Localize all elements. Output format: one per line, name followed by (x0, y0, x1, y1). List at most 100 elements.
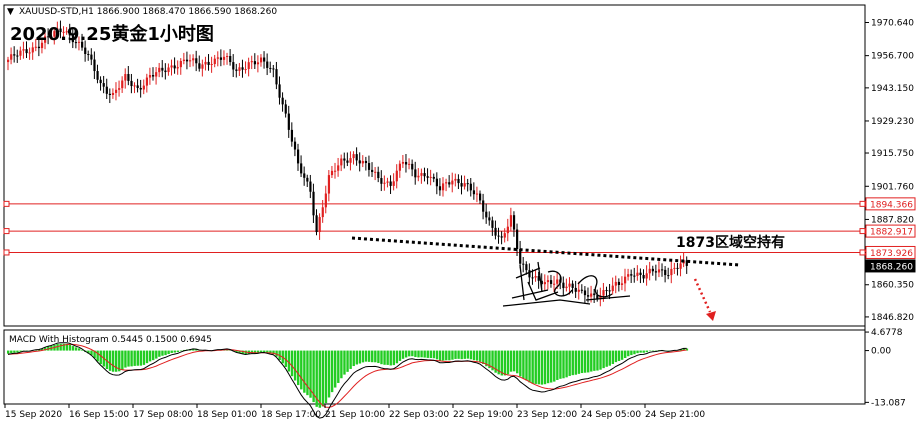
candle (71, 27, 74, 49)
macd-bar (81, 349, 84, 351)
candle (469, 178, 472, 197)
x-tick-label: 16 Sep 15:00 (69, 410, 129, 420)
macd-bar (238, 350, 241, 354)
candle (546, 275, 550, 290)
macd-bar (139, 350, 143, 366)
candle (164, 63, 167, 80)
candle (657, 261, 661, 278)
macd-bar (642, 350, 645, 353)
candle (343, 152, 346, 169)
candle (667, 267, 670, 280)
level-handle-0[interactable] (3, 200, 10, 207)
candle (340, 154, 343, 172)
candle (37, 39, 41, 57)
candle (346, 152, 349, 167)
candle (488, 211, 491, 226)
candle (161, 60, 164, 78)
candle (531, 269, 534, 285)
candle (617, 278, 621, 292)
x-tick-label: 17 Sep 08:00 (133, 410, 193, 420)
candle (272, 64, 275, 78)
macd-bar (463, 350, 466, 359)
candle (284, 99, 287, 118)
candle (642, 269, 645, 283)
candle (118, 80, 121, 97)
candle (207, 54, 210, 71)
level-handle-right-2[interactable] (859, 249, 866, 256)
candle (133, 82, 136, 94)
trendline[interactable] (351, 236, 741, 267)
macd-bar (645, 350, 648, 353)
macd-bar (491, 350, 494, 371)
candle (300, 155, 303, 177)
candle (167, 63, 170, 76)
macd-bar (300, 350, 303, 390)
macd-bar (596, 350, 599, 371)
annotation-text: 1873区域空持有 (676, 234, 785, 251)
candle (479, 190, 482, 204)
macd-bar (74, 347, 78, 351)
level-handle-right-1[interactable] (859, 228, 866, 235)
macd-bar (420, 350, 423, 358)
macd-bar (377, 350, 380, 364)
candle (441, 177, 445, 197)
candle (229, 49, 232, 66)
candle (198, 55, 201, 72)
macd-bar (438, 350, 442, 361)
macd-bar (164, 350, 167, 356)
x-tick-label: 18 Sep 01:00 (197, 410, 257, 420)
dropdown-triangle[interactable]: ▼ (7, 7, 14, 17)
macd-bar (685, 348, 689, 351)
candle (389, 175, 392, 194)
macd-bar (19, 350, 22, 352)
macd-bar (401, 350, 405, 359)
candle (522, 256, 525, 273)
x-tick-label: 18 Sep 17:00 (261, 410, 321, 420)
candle (253, 53, 256, 70)
macd-bar (374, 350, 377, 363)
macd-bar (371, 350, 374, 363)
macd-bar (259, 350, 263, 353)
candle (414, 161, 417, 185)
macd-bar (352, 350, 355, 367)
level-handle-1[interactable] (3, 228, 10, 235)
macd-bar (346, 350, 349, 372)
macd-bar (590, 350, 593, 372)
macd-bar (602, 350, 605, 369)
level-handle-2[interactable] (3, 249, 10, 256)
macd-bar (571, 350, 574, 376)
macd-bar (241, 350, 244, 354)
candle (392, 173, 395, 191)
macd-bar (296, 350, 300, 386)
level-handle-right-0[interactable] (859, 200, 866, 207)
macd-bar (411, 350, 414, 357)
candle (127, 66, 130, 86)
macd-bar (334, 350, 337, 388)
candle (139, 79, 142, 98)
candle (460, 175, 463, 195)
macd-bar (170, 350, 173, 353)
main-panel (3, 4, 866, 327)
macd-bar (349, 350, 352, 369)
candle (361, 155, 364, 168)
candle (68, 23, 71, 44)
y-tick-label: 1956.700 (871, 52, 914, 62)
macd-bar (37, 349, 41, 351)
macd-bar (448, 350, 451, 361)
macd-bar (77, 348, 81, 351)
candle (648, 261, 651, 281)
candle (222, 50, 226, 66)
macd-bar (10, 350, 13, 354)
macd-bar (173, 350, 176, 353)
macd-bar (630, 350, 633, 356)
candle (334, 162, 337, 179)
macd-bar (553, 350, 556, 382)
candle (438, 178, 442, 196)
candle (426, 168, 429, 185)
candle (448, 175, 451, 188)
candle (664, 266, 667, 283)
candle (65, 27, 68, 35)
candle (580, 284, 584, 294)
candle (374, 167, 377, 181)
